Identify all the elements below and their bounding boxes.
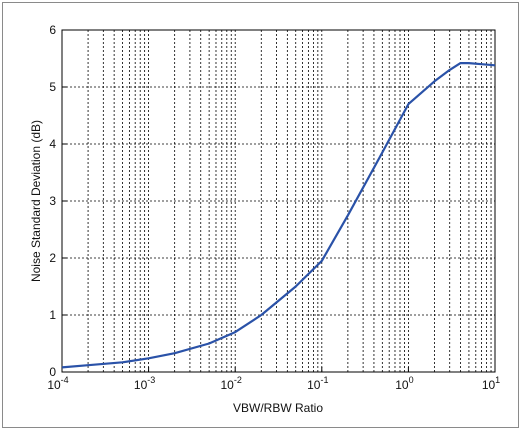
- x-tick-label-5: 101: [482, 375, 500, 392]
- y-tick-label-0: 0: [49, 365, 56, 379]
- y-tick-label-4: 4: [49, 137, 56, 151]
- y-tick-label-2: 2: [49, 251, 56, 265]
- series-line-0: [61, 61, 496, 369]
- x-tick-label-1: 10-3: [134, 375, 155, 392]
- y-axis-label: Noise Standard Deviation (dB): [29, 120, 43, 282]
- series-group: [61, 61, 496, 369]
- x-tick-label-4: 100: [395, 375, 413, 392]
- x-axis-label: VBW/RBW Ratio: [233, 401, 323, 415]
- x-tick-label-3: 10-1: [307, 375, 328, 392]
- x-tick-label-2: 10-2: [221, 375, 242, 392]
- y-tick-label-5: 5: [49, 80, 56, 94]
- y-tick-label-3: 3: [49, 194, 56, 208]
- y-tick-label-1: 1: [49, 308, 56, 322]
- grid-lines: [62, 30, 495, 372]
- y-tick-label-6: 6: [49, 23, 56, 37]
